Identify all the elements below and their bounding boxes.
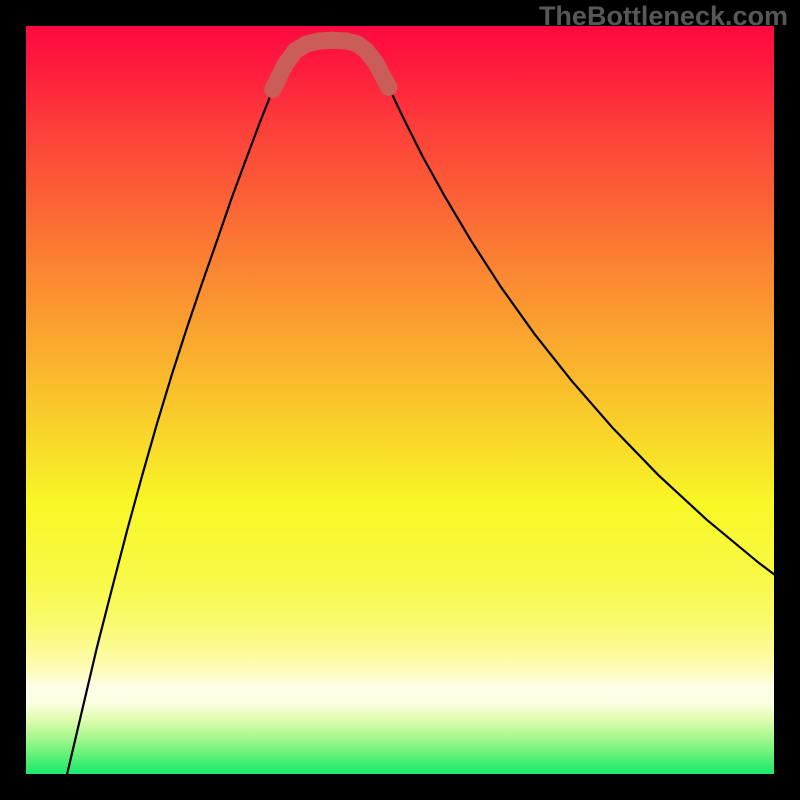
chart-svg xyxy=(26,26,774,774)
plot-area xyxy=(26,26,774,774)
marker-dot xyxy=(368,55,385,72)
marker-dot xyxy=(380,79,397,96)
marker-dot xyxy=(264,81,281,98)
chart-background xyxy=(26,26,774,774)
marker-dot xyxy=(276,56,293,73)
watermark-text: TheBottleneck.com xyxy=(539,1,788,32)
